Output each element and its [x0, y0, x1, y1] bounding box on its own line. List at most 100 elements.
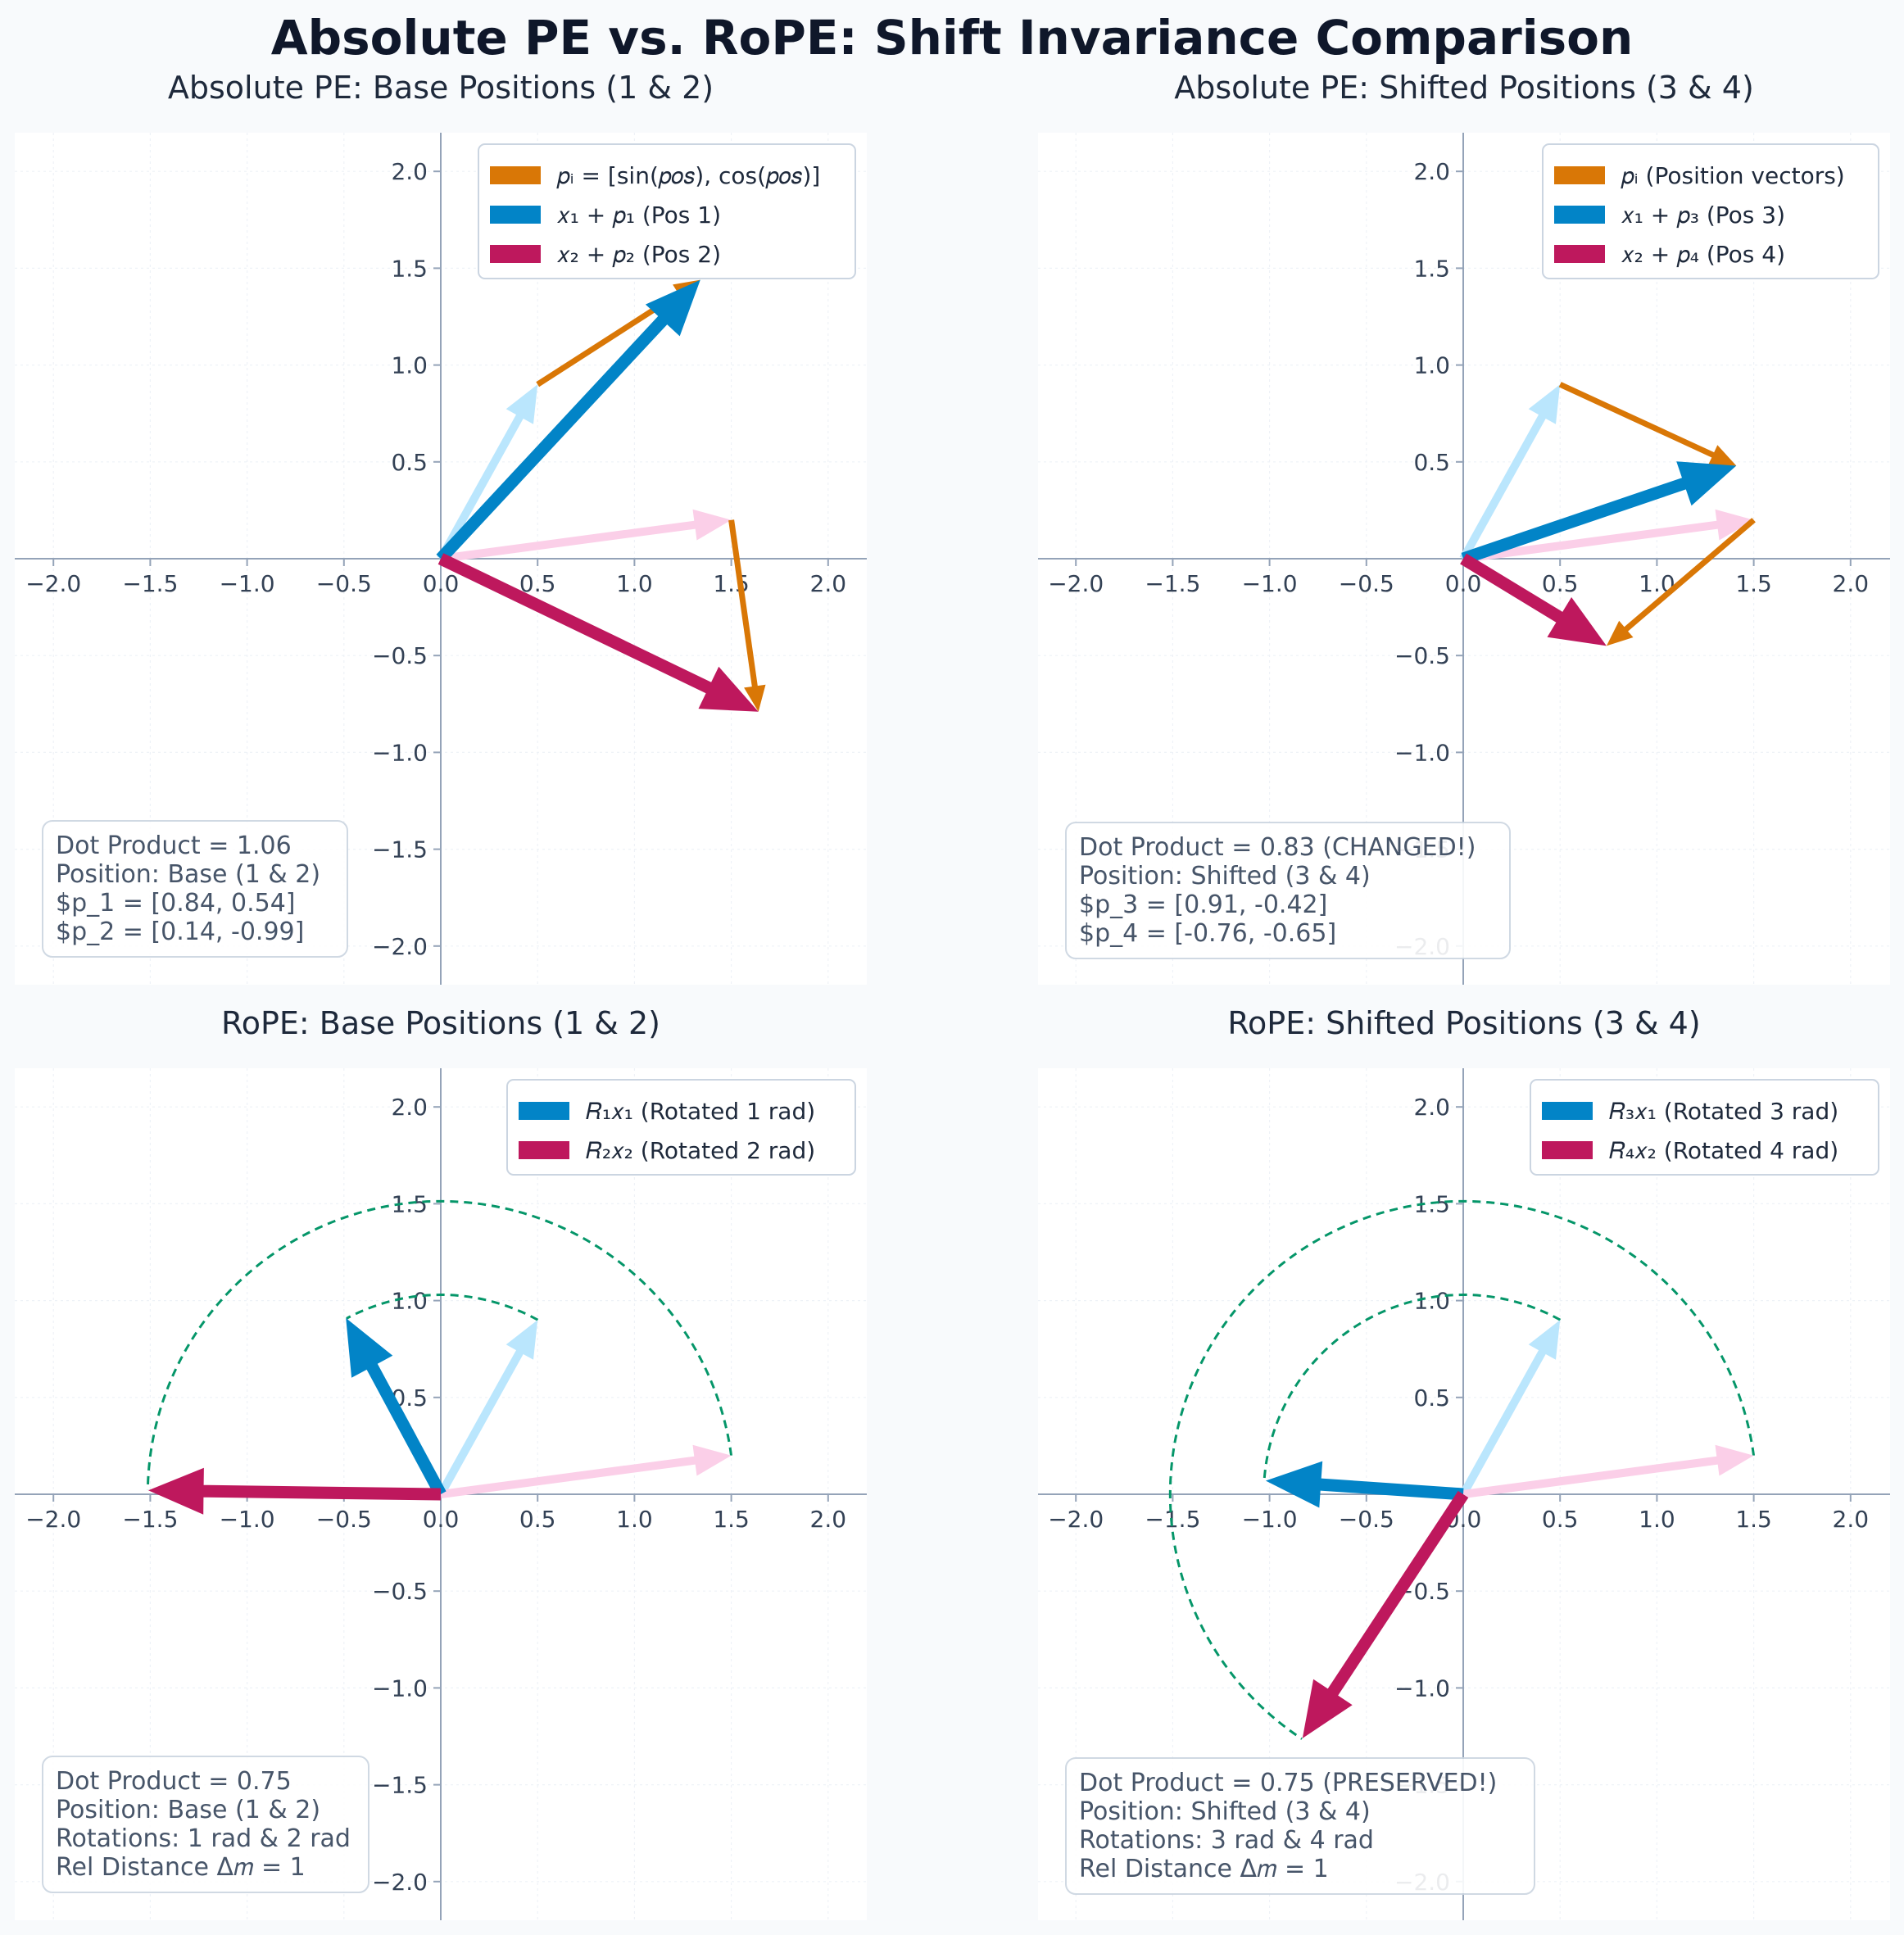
x-tick-label: −1.5 — [1145, 570, 1200, 597]
y-tick-label: −2.0 — [372, 933, 428, 960]
vector-arrow-crimson — [1460, 553, 1607, 646]
x-tick-label: 1.5 — [1735, 570, 1772, 597]
vector-arrow-light-blue — [437, 1320, 538, 1497]
legend-swatch — [1554, 166, 1605, 184]
legend-swatch — [1542, 1141, 1593, 1159]
vector-arrow-pe — [1558, 382, 1737, 466]
y-tick-label: 0.5 — [391, 449, 428, 476]
x-tick-label: −0.5 — [1339, 1506, 1394, 1533]
figure-title: Absolute PE vs. RoPE: Shift Invariance C… — [271, 10, 1634, 66]
y-tick-label: −0.5 — [1394, 642, 1450, 669]
plot-marks — [146, 1199, 733, 1515]
x-tick-label: 0.5 — [519, 1506, 556, 1533]
y-tick-label: −0.5 — [372, 1578, 428, 1605]
legend-label: 𝑅₄𝑥₂ (Rotated 4 rad) — [1609, 1137, 1838, 1164]
x-tick-label: 2.0 — [1833, 570, 1870, 597]
panel-title: Absolute PE: Shifted Positions (3 & 4) — [1174, 70, 1754, 106]
info-line: Dot Product = 0.83 (CHANGED!) — [1079, 833, 1476, 862]
x-tick-label: −1.5 — [122, 570, 178, 597]
info-line: $p_1 = [0.84, 0.54] — [56, 889, 296, 918]
x-tick-label: 2.0 — [1833, 1506, 1870, 1533]
legend-swatch — [490, 206, 541, 224]
rotation-arc — [346, 1294, 539, 1321]
y-tick-label: 2.0 — [391, 158, 428, 185]
legend-swatch — [490, 245, 541, 263]
info-line: Position: Shifted (3 & 4) — [1079, 1797, 1371, 1826]
x-tick-label: −2.0 — [25, 1506, 81, 1533]
rotation-arc — [1168, 1199, 1756, 1740]
y-tick-label: 2.0 — [391, 1094, 428, 1121]
plot-marks — [1168, 1199, 1756, 1740]
x-tick-label: 1.5 — [713, 1506, 750, 1533]
info-line: $p_3 = [0.91, -0.42] — [1079, 890, 1327, 919]
panel-title: Absolute PE: Base Positions (1 & 2) — [168, 70, 714, 106]
legend-label: 𝑝ᵢ (Position vectors) — [1621, 162, 1845, 189]
info-line: $p_4 = [-0.76, -0.65] — [1079, 919, 1336, 948]
chart-panel-4: RoPE: Shifted Positions (3 & 4)−2.0−2.0−… — [1038, 1005, 1890, 1920]
legend-label: 𝑥₂ + 𝑝₄ (Pos 4) — [1621, 241, 1785, 268]
info-box-frame — [1065, 1757, 1535, 1895]
y-tick-label: −1.0 — [372, 1674, 428, 1702]
x-tick-label: 1.0 — [616, 570, 653, 597]
legend-label: 𝑅₁𝑥₁ (Rotated 1 rad) — [586, 1098, 815, 1125]
vector-arrow-light-blue — [1459, 384, 1561, 561]
legend: 𝑅₃𝑥₁ (Rotated 3 rad) 𝑅₄𝑥₂ (Rotated 4 rad) — [1530, 1079, 1879, 1176]
y-tick-label: 1.0 — [1413, 352, 1450, 379]
y-tick-label: 0.5 — [1413, 1384, 1450, 1412]
info-line: Rel Distance Δ𝑚 = 1 — [56, 1853, 306, 1882]
vector-arrow-light-pink — [1462, 1444, 1754, 1498]
panel-title: RoPE: Base Positions (1 & 2) — [221, 1005, 660, 1041]
legend-box — [1542, 143, 1879, 279]
chart-panel-3: RoPE: Base Positions (1 & 2) −2.0 −2.0 −1.5… — [15, 1005, 867, 1920]
info-box-frame — [42, 1756, 369, 1893]
info-line: Position: Base (1 & 2) — [56, 1796, 320, 1824]
x-tick-label: 2.0 — [810, 570, 847, 597]
info-line: Rotations: 3 rad & 4 rad — [1079, 1826, 1374, 1855]
info-line: Rel Distance Δ𝑚 = 1 — [1079, 1855, 1329, 1883]
y-tick-label: 2.0 — [1413, 1094, 1450, 1121]
x-tick-label: 1.0 — [616, 1506, 653, 1533]
legend-label: 𝑥₁ + 𝑝₁ (Pos 1) — [557, 202, 721, 229]
x-tick-label: −2.0 — [1048, 1506, 1104, 1533]
x-tick-label: −1.0 — [220, 570, 275, 597]
info-box: Dot Product = 0.75 (PRESERVED!)Position:… — [1065, 1757, 1535, 1895]
panels: Absolute PE: Base Positions (1 & 2) −2.0 −… — [15, 70, 1890, 1920]
x-tick-label: −1.5 — [122, 1506, 178, 1533]
chart-panel-2: Absolute PE: Shifted Positions (3 & 4) −2… — [1038, 70, 1890, 985]
y-tick-label: −2.0 — [372, 1869, 428, 1896]
x-tick-label: 0.5 — [1542, 1506, 1579, 1533]
info-line: Position: Base (1 & 2) — [56, 860, 320, 889]
vector-arrow-blue — [1265, 1461, 1464, 1508]
info-box-frame — [42, 820, 348, 958]
vector-arrow-blue — [436, 279, 700, 564]
x-tick-label: −1.0 — [1242, 570, 1298, 597]
info-line: $p_2 = [0.14, -0.99] — [56, 918, 304, 946]
legend-swatch — [1554, 206, 1605, 224]
y-tick-label: 1.0 — [1413, 1288, 1450, 1315]
info-line: Rotations: 1 rad & 2 rad — [56, 1824, 351, 1853]
legend-label: 𝑥₁ + 𝑝₃ (Pos 3) — [1621, 202, 1785, 229]
vector-arrow-crimson — [148, 1467, 442, 1515]
info-line: Dot Product = 0.75 — [56, 1767, 292, 1796]
x-tick-label: −0.5 — [1339, 570, 1394, 597]
x-tick-label: −2.0 — [1048, 570, 1104, 597]
legend-swatch — [519, 1141, 569, 1159]
legend-swatch — [490, 166, 541, 184]
legend: 𝑝ᵢ = [sin(𝑝𝑜𝑠), cos(𝑝𝑜𝑠)] 𝑥₁ + 𝑝₁ (Pos 1)… — [478, 143, 856, 279]
chart-panel-1: Absolute PE: Base Positions (1 & 2) −2.0 −… — [15, 70, 867, 985]
vector-arrow-crimson — [1302, 1490, 1469, 1738]
legend-label: 𝑥₂ + 𝑝₂ (Pos 2) — [557, 241, 721, 268]
x-tick-label: −1.0 — [220, 1506, 275, 1533]
x-tick-label: 0.0 — [423, 570, 460, 597]
info-line: Dot Product = 1.06 — [56, 832, 292, 860]
y-tick-label: −1.0 — [1394, 739, 1450, 766]
x-tick-label: −0.5 — [316, 1506, 372, 1533]
x-tick-label: 0.0 — [423, 1506, 460, 1533]
vector-arrow-light-pink — [440, 509, 732, 563]
panel-title: RoPE: Shifted Positions (3 & 4) — [1227, 1005, 1700, 1041]
legend-swatch — [1554, 245, 1605, 263]
plot-marks — [436, 279, 766, 712]
y-tick-label: −0.5 — [372, 642, 428, 669]
